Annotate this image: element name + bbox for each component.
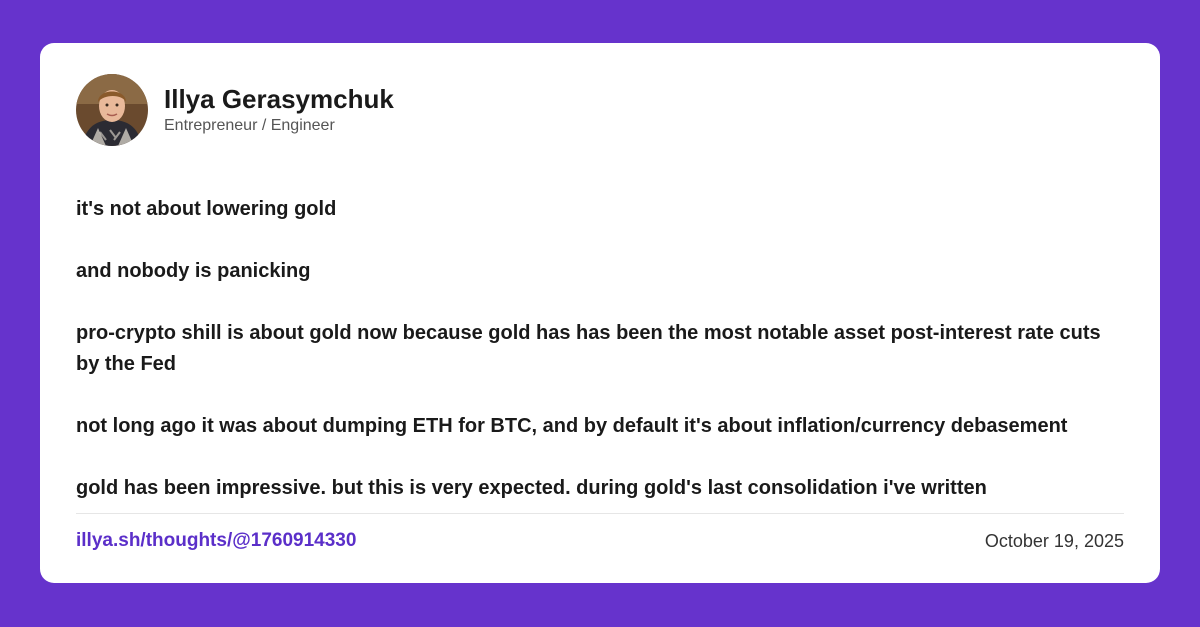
author-name[interactable]: Illya Gerasymchuk <box>164 83 394 114</box>
author-header: Illya Gerasymchuk Entrepreneur / Enginee… <box>76 74 394 146</box>
author-role: Entrepreneur / Engineer <box>164 116 335 134</box>
avatar-image <box>76 74 148 146</box>
post-card: Illya Gerasymchuk Entrepreneur / Enginee… <box>40 43 1160 583</box>
author-identity: Illya Gerasymchuk Entrepreneur / Enginee… <box>164 84 394 137</box>
footer-divider <box>76 513 1124 514</box>
post-body: it's not about lowering gold and nobody … <box>76 194 1126 504</box>
post-date: October 19, 2025 <box>984 530 1124 551</box>
post-paragraph: it's not about lowering gold <box>76 198 337 220</box>
post-paragraph: gold has been impressive. but this is ve… <box>76 477 987 499</box>
permalink[interactable]: illya.sh/thoughts/@1760914330 <box>76 530 357 551</box>
post-paragraph: pro-crypto shill is about gold now becau… <box>76 322 1101 375</box>
post-footer: illya.sh/thoughts/@1760914330 October 19… <box>76 527 1124 555</box>
avatar[interactable] <box>76 74 148 146</box>
post-paragraph: and nobody is panicking <box>76 260 311 282</box>
post-paragraph: not long ago it was about dumping ETH fo… <box>76 415 1068 437</box>
